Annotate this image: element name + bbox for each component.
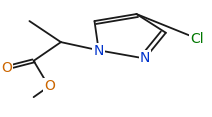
- Text: O: O: [1, 61, 12, 75]
- Text: N: N: [93, 44, 104, 58]
- Text: O: O: [44, 79, 55, 93]
- Text: Cl: Cl: [191, 32, 204, 46]
- Text: N: N: [140, 51, 150, 66]
